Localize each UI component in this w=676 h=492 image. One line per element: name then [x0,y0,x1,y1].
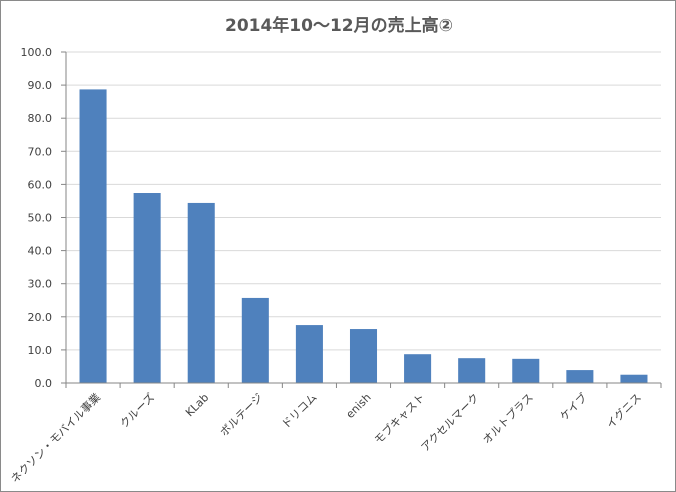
y-tick-labels: 0.0 10.0 20.0 30.0 40.0 50.0 60.0 70.0 80.0 90.0 1… [21,46,53,390]
bar [566,370,594,383]
x-tick-label: アクセルマーク [419,391,482,454]
x-tick-label: イグニス [603,390,644,431]
y-tick-label: 0.0 [35,377,53,390]
gridlines [66,51,661,351]
x-tick-label: オルトプラス [480,391,536,447]
x-tick-labels: ネクソン・モバイル事業 クルーズ KLab ボルテージ ドリコム enishモブキャストア… [8,390,644,485]
x-tick-label: クルーズ [117,390,157,430]
bar [133,193,161,383]
bar [349,329,378,383]
bar [295,325,323,383]
y-tick-label: 80.0 [28,112,53,125]
x-tick-label: ボルテージ [218,391,266,439]
bar [512,358,540,383]
y-tick-label: 60.0 [28,178,53,191]
x-tick-label: ケイブ [557,390,590,423]
y-tick-label: 90.0 [28,79,53,92]
x-tick-label: ドリコム [279,391,319,431]
bars [79,89,648,383]
y-tick-label: 20.0 [28,311,53,324]
x-tick-label: ネクソン・モバイル事業 [8,391,103,486]
y-tick-label: 100.0 [21,46,53,59]
bar [187,202,215,383]
y-tick-label: 70.0 [28,145,53,158]
bar [458,358,486,383]
bar [241,297,269,383]
axes [61,51,662,388]
x-tick-label: enish [344,391,374,421]
y-tick-label: 10.0 [28,344,53,357]
y-tick-label: 30.0 [28,278,53,291]
chart-title: 2014年10〜12月の売上高② [224,16,454,36]
bar [404,354,432,383]
y-tick-label: 50.0 [28,212,53,225]
x-tick-label: モブキャスト [371,390,428,447]
bar [620,374,648,383]
bar [79,89,107,383]
y-tick-label: 40.0 [28,245,53,258]
x-tick-label: KLab [183,391,211,419]
